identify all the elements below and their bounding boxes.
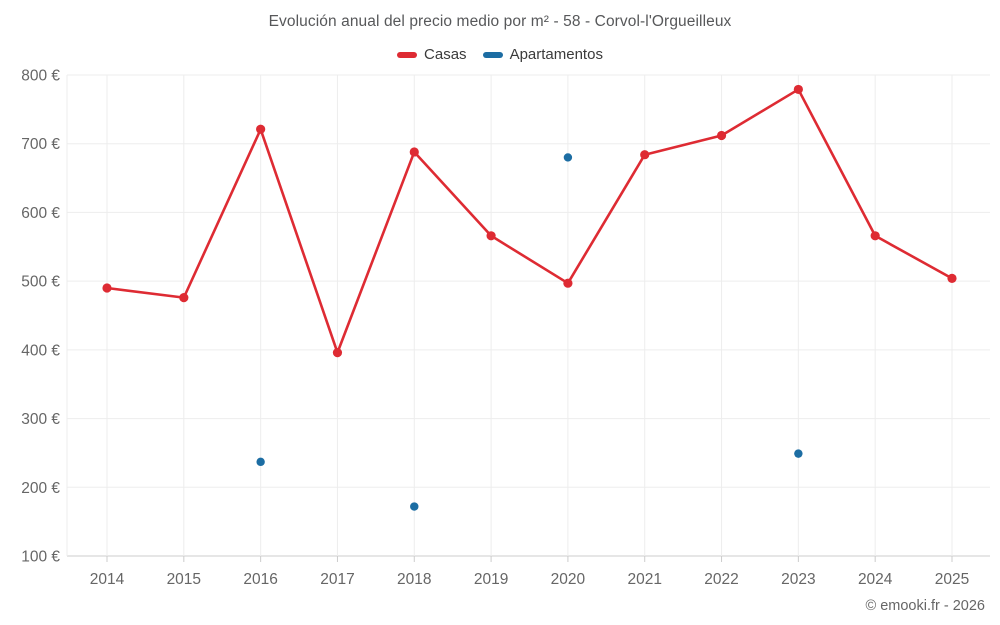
footer-credit: © emooki.fr - 2026 [865, 598, 985, 614]
y-tick-label: 200 € [21, 480, 60, 497]
x-tick-label: 2018 [397, 571, 431, 588]
casas-line [105, 88, 954, 354]
casas-point-2018 [409, 147, 419, 157]
y-tick-label: 300 € [21, 411, 60, 428]
casas-point-2020 [563, 278, 573, 288]
chart-legend: Casas Apartamentos [0, 46, 1000, 63]
chart-title: Evolución anual del precio medio por m² … [268, 13, 732, 30]
legend-marker-casas-icon [397, 51, 418, 58]
x-tick-label: 2022 [704, 571, 738, 588]
apartamentos-point-2023 [794, 449, 803, 458]
casas-point-2025 [947, 273, 957, 283]
casas-point-2014 [102, 283, 112, 293]
x-tick-label: 2014 [90, 571, 125, 588]
y-tick-label: 700 € [21, 136, 60, 153]
x-tick-label: 2017 [320, 571, 354, 588]
y-tick-label: 100 € [21, 549, 60, 566]
casas-point-2023 [793, 84, 803, 95]
x-tick-label: 2024 [858, 571, 893, 588]
x-tick-label: 2021 [627, 571, 661, 588]
apartamentos-point-2020 [563, 153, 573, 162]
x-tick-label: 2020 [551, 571, 586, 588]
casas-point-2021 [640, 150, 650, 160]
casas-point-2024 [870, 231, 880, 241]
x-tick-label: 2025 [935, 571, 969, 588]
legend-label-apartamentos: Apartamentos [509, 46, 603, 63]
casas-point-2015 [179, 293, 189, 303]
apartamentos-point-2016 [256, 457, 265, 467]
casas-point-2022 [716, 130, 727, 141]
x-tick-label: 2016 [243, 571, 277, 588]
casas-point-2016 [256, 124, 266, 134]
x-tick-label: 2015 [167, 571, 201, 588]
legend-label-casas: Casas [424, 46, 467, 63]
y-tick-label: 400 € [21, 342, 60, 359]
y-tick-label: 600 € [21, 205, 60, 222]
x-tick-label: 2019 [474, 571, 508, 588]
apartamentos-point-2018 [410, 502, 419, 511]
casas-point-2017 [332, 348, 343, 358]
y-tick-label: 500 € [21, 274, 60, 291]
legend-item-casas[interactable]: Casas [397, 46, 467, 63]
legend-item-apartamentos[interactable]: Apartamentos [482, 46, 603, 63]
casas-point-2019 [486, 231, 496, 241]
legend-marker-apartamentos-icon [482, 51, 503, 58]
y-tick-label: 800 € [21, 68, 60, 85]
x-tick-label: 2023 [781, 571, 815, 588]
